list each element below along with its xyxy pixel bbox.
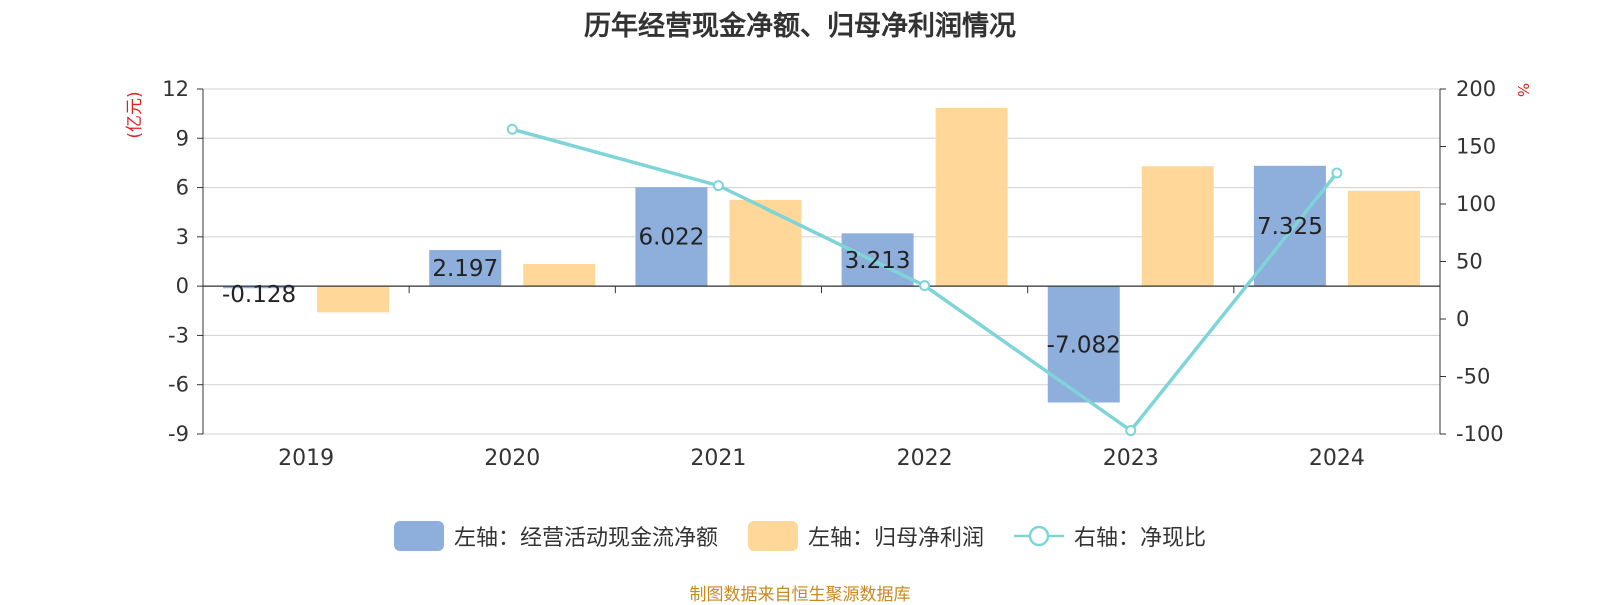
category-label-2024: 2024 [1309,446,1365,471]
ratio-point-2023[interactable] [1125,425,1137,437]
category-label-2019: 2019 [278,446,334,471]
category-label-2022: 2022 [897,446,953,471]
bar-cashflow-2023[interactable] [1047,286,1120,403]
category-label-2021: 2021 [690,446,746,471]
data-label-cashflow-2022: 3.213 [845,248,911,274]
left-axis-tick-label: -3 [168,323,189,347]
chart-plot: 12 9 6 3 0 -3 -6 -9 200 150 100 50 0 -50 -100 (亿元)% 2019… [125,77,1532,471]
legend-label-cashflow: 左轴：经营活动现金流净额 [453,526,718,551]
right-axis-tick-label: -50 [1456,365,1490,389]
right-axis-unit-label: % [1514,83,1532,97]
data-label-cashflow-2024: 7.325 [1257,214,1323,240]
right-axis-tick-label: 150 [1456,135,1496,159]
bar-cashflow-2021[interactable] [635,187,708,287]
bar-net-profit-2021[interactable] [729,199,802,287]
bar-net-profit-2023[interactable] [1141,166,1214,287]
grid-lines [203,88,1440,435]
data-label-cashflow-2021: 6.022 [638,225,704,251]
legend-swatch-ratio [1014,525,1064,547]
ratio-point-2022[interactable] [919,280,931,292]
ratio-point-2020[interactable] [506,123,518,135]
legend-item-cashflow[interactable]: 左轴：经营活动现金流净额 [393,520,718,552]
data-labels: -0.128 2.197 6.022 3.213 -7.082 7.325 [222,214,1323,358]
left-axis-unit-label: (亿元) [125,91,145,138]
legend: 左轴：经营活动现金流净额 左轴：归母净利润 右轴：净现比 [0,516,1600,556]
bars [223,107,1420,403]
left-axis-tick-label: 3 [176,225,189,249]
source-note: 制图数据来自恒生聚源数据库 [689,585,911,605]
data-label-cashflow-2019: -0.128 [222,282,296,308]
bar-cashflow-2020[interactable] [429,250,502,287]
right-axis-tick-label: 50 [1456,250,1483,274]
data-label-cashflow-2020: 2.197 [432,256,498,282]
bar-net-profit-2020[interactable] [523,263,596,287]
bar-cashflow-2024[interactable] [1253,165,1326,287]
legend-item-ratio[interactable]: 右轴：净现比 [1014,520,1206,552]
left-axis-tick-label: -6 [168,373,189,397]
ratio-line [506,123,1343,437]
axes: 12 9 6 3 0 -3 -6 -9 200 150 100 50 0 -50 -100 (亿元)% 2019… [125,77,1532,471]
bar-net-profit-2022[interactable] [935,107,1008,287]
data-label-cashflow-2023: -7.082 [1047,332,1121,358]
ratio-point-2021[interactable] [712,180,724,192]
left-axis-tick-label: 12 [162,77,189,101]
right-axis-tick-label: 100 [1456,192,1496,216]
left-axis-tick-label: 6 [176,176,189,200]
legend-label-net-profit: 左轴：归母净利润 [807,526,984,551]
category-label-2020: 2020 [484,446,540,471]
right-axis-tick-label: 0 [1456,307,1469,331]
legend-swatch-net-profit [747,521,798,551]
chart-title: 历年经营现金净额、归母净利润情况 [584,11,1016,42]
legend-swatch-cashflow [393,521,444,551]
left-axis-tick-label: 9 [176,126,189,150]
bar-net-profit-2024[interactable] [1347,190,1420,287]
category-label-2023: 2023 [1103,446,1159,471]
bar-cashflow-2022[interactable] [841,233,914,287]
ratio-point-2024[interactable] [1331,167,1343,179]
legend-label-ratio: 右轴：净现比 [1074,526,1207,551]
right-axis-tick-label: 200 [1456,77,1496,101]
legend-item-net-profit[interactable]: 左轴：归母净利润 [747,520,984,552]
right-axis-tick-label: -100 [1456,422,1504,446]
bar-cashflow-2019[interactable] [223,286,296,289]
left-axis-tick-label: -9 [168,422,189,446]
bar-net-profit-2019[interactable] [317,286,390,313]
left-axis-tick-label: 0 [176,274,189,298]
